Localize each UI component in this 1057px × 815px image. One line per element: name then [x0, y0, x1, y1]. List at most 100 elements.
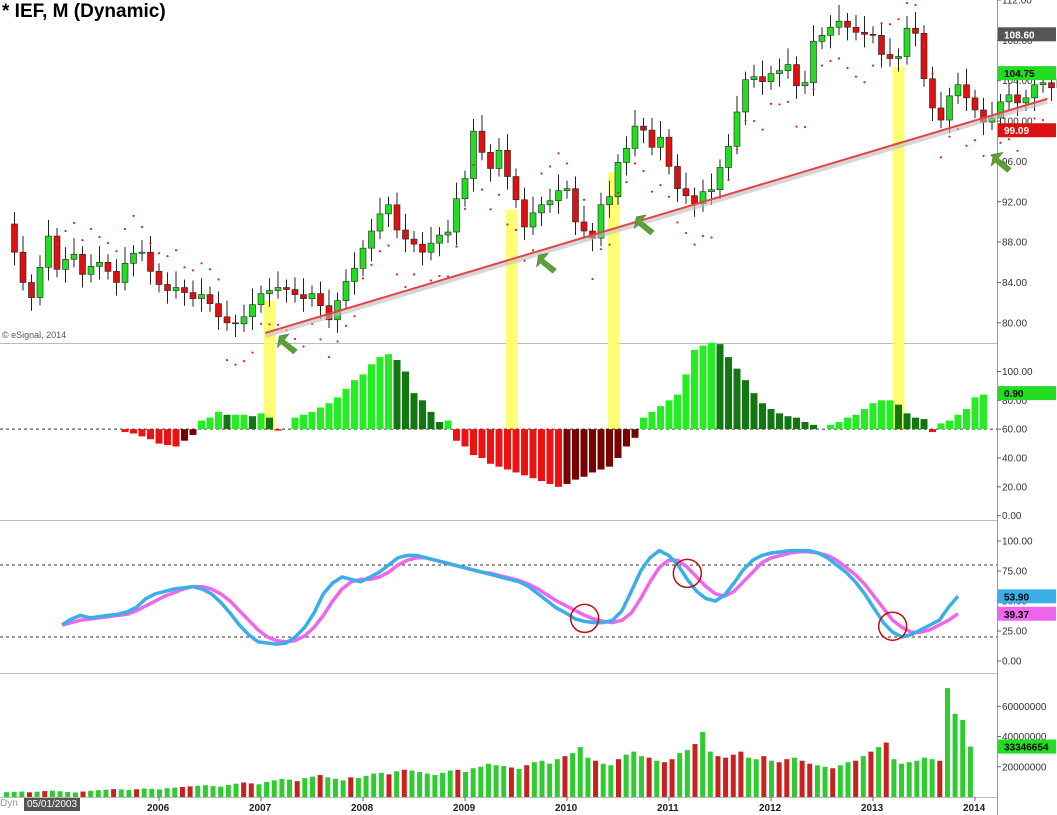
sar-dot	[990, 154, 994, 157]
volume-bar	[218, 786, 224, 797]
price-axis-tick-label: 112.00	[1002, 0, 1032, 7]
volume-bar	[577, 747, 583, 797]
volume-bar	[845, 762, 851, 797]
x-axis-tick-label: 2007	[249, 803, 272, 814]
candle-body	[903, 27, 911, 57]
volume-bar	[440, 772, 446, 797]
sar-dot	[650, 190, 654, 193]
candle-body	[563, 188, 571, 191]
volume-bar	[631, 751, 637, 797]
candle-body	[759, 76, 766, 83]
histogram-bar	[572, 429, 579, 480]
sar-dot	[642, 169, 645, 173]
candle-body	[818, 35, 826, 42]
candle-body	[359, 247, 367, 269]
highlight-bar	[505, 209, 518, 430]
sar-dot	[132, 214, 135, 217]
candle-body	[512, 176, 520, 201]
histogram-bar	[546, 429, 554, 484]
lower-price-label-bg	[998, 123, 1056, 138]
sar-dot	[55, 243, 59, 246]
sar-dot	[812, 88, 815, 91]
sar-dot	[744, 119, 747, 122]
candle-body	[742, 79, 749, 113]
candle-body	[393, 204, 401, 231]
candle-body	[240, 316, 248, 325]
histogram-bar	[478, 429, 486, 459]
volume-bar	[707, 751, 713, 797]
histogram-bar	[453, 429, 460, 441]
volume-bar	[447, 770, 453, 797]
candle-body	[631, 125, 639, 149]
volume-bar	[49, 790, 55, 797]
histogram-last-label-bg	[998, 386, 1056, 401]
candle-body	[733, 111, 741, 147]
candle-body	[376, 213, 384, 232]
sar-dot	[251, 351, 254, 354]
histogram-bar	[912, 417, 919, 430]
candle-body	[266, 290, 273, 294]
credit-label: © eSignal, 2014	[2, 330, 67, 340]
candle-body	[351, 268, 358, 282]
volume-bar	[937, 760, 943, 797]
volume-bar	[65, 792, 71, 797]
candle-body	[640, 125, 647, 131]
sar-dot	[234, 363, 237, 366]
volume-bar	[42, 791, 48, 797]
volume-bar	[623, 754, 629, 797]
volume-bar	[853, 760, 859, 797]
volume-bar	[922, 757, 927, 797]
histogram-bar	[138, 429, 146, 437]
histogram-bar	[495, 429, 503, 467]
volume-bar	[134, 789, 140, 797]
volume-bar	[470, 768, 476, 797]
sar-dot	[871, 64, 875, 67]
sar-dot	[863, 81, 866, 84]
sar-dot	[336, 340, 339, 343]
candle-body	[920, 32, 928, 79]
histogram-bar	[249, 416, 256, 430]
candle-body	[155, 271, 163, 285]
histogram-bar	[512, 429, 520, 473]
histogram-bar	[206, 417, 214, 430]
candle-body	[1031, 84, 1038, 99]
volume-bar	[715, 756, 721, 797]
histogram-bar	[589, 429, 596, 473]
x-axis-tick-label: 2009	[453, 803, 476, 814]
volume-bar	[776, 762, 782, 797]
histogram-bar	[274, 429, 282, 431]
volume-bar	[424, 773, 430, 797]
volume-bar	[485, 763, 491, 797]
candle-body	[538, 204, 545, 214]
candle-body	[665, 136, 673, 167]
histogram-bar	[436, 421, 443, 430]
candle-body	[291, 289, 299, 295]
volume-bar	[730, 754, 736, 797]
sar-dot	[829, 59, 832, 63]
volume-bar	[876, 747, 882, 797]
x-axis-tick-label: 2012	[759, 803, 782, 814]
sar-dot	[1033, 117, 1036, 120]
volume-bar	[814, 765, 820, 797]
candle-body	[232, 322, 239, 325]
volume-bar	[80, 791, 86, 797]
volume-bar	[799, 760, 805, 797]
sar-dot	[973, 139, 977, 142]
volume-bar	[531, 762, 537, 797]
volume-bar	[837, 765, 843, 797]
histogram-bar	[198, 420, 205, 430]
histogram-bar	[232, 414, 239, 430]
histogram-bar	[487, 429, 494, 464]
sar-dot	[735, 148, 739, 151]
histogram-bar	[461, 429, 469, 447]
volume-bar	[914, 760, 920, 797]
x-axis-tick-label: 2013	[861, 803, 884, 814]
histogram-bar	[444, 420, 452, 430]
volume-bar	[899, 763, 905, 797]
sar-dot	[540, 172, 543, 175]
sar-dot	[710, 236, 713, 239]
volume-bar	[149, 788, 155, 797]
volume-bar	[677, 753, 683, 797]
sar-dot	[506, 223, 509, 226]
sar-dot	[149, 242, 152, 245]
